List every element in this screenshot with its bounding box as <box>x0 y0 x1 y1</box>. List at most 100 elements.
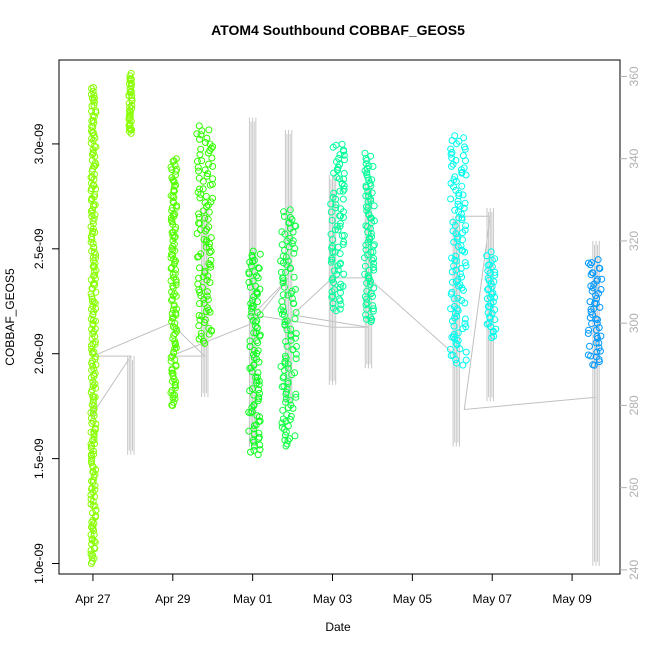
data-point <box>278 419 286 427</box>
data-point <box>462 222 470 230</box>
data-point <box>170 178 178 186</box>
data-point <box>256 332 264 340</box>
data-point <box>330 279 337 287</box>
data-point <box>483 295 491 303</box>
data-point <box>456 281 464 289</box>
data-point <box>125 115 133 123</box>
data-point <box>590 361 598 369</box>
data-point <box>286 396 294 404</box>
data-point <box>204 296 212 304</box>
temperature-line <box>92 215 597 414</box>
data-point <box>87 491 95 499</box>
data-point <box>461 259 469 267</box>
data-point <box>198 127 206 135</box>
data-point <box>336 297 344 305</box>
data-point <box>595 264 603 272</box>
data-point <box>593 348 601 356</box>
data-point <box>207 247 215 255</box>
data-point <box>340 270 348 278</box>
y-tick-label: 2.5e-09 <box>32 228 46 269</box>
y2-tick-label: 320 <box>627 231 641 251</box>
data-point <box>252 322 259 330</box>
data-point <box>195 210 203 218</box>
data-point <box>173 203 181 211</box>
data-point <box>339 195 347 203</box>
data-point <box>246 337 254 345</box>
data-point <box>171 395 179 403</box>
data-point <box>171 356 179 364</box>
data-point <box>461 145 469 153</box>
data-point <box>332 201 340 209</box>
data-point <box>337 301 345 309</box>
data-point <box>460 204 468 212</box>
data-point <box>457 166 465 174</box>
data-point <box>196 135 203 143</box>
data-point <box>250 391 258 399</box>
data-point <box>283 326 291 334</box>
series-cluster <box>584 256 606 369</box>
data-point <box>594 316 601 324</box>
data-point <box>447 150 455 158</box>
data-point <box>284 291 292 299</box>
data-point <box>254 264 262 272</box>
series-cluster <box>483 248 500 342</box>
data-point <box>90 433 98 440</box>
data-point <box>88 401 96 409</box>
data-point <box>90 244 98 252</box>
data-point <box>279 275 287 282</box>
series-cluster <box>446 132 470 369</box>
data-point <box>487 248 495 256</box>
data-point <box>592 339 600 347</box>
data-point <box>89 378 97 386</box>
data-point <box>334 243 342 251</box>
data-point <box>594 256 602 264</box>
data-point <box>90 308 97 316</box>
data-point <box>92 288 100 296</box>
data-point <box>370 202 378 210</box>
data-point <box>167 214 175 222</box>
y2-tick-label: 260 <box>627 477 641 497</box>
data-point <box>168 369 176 377</box>
data-point <box>194 163 202 171</box>
x-axis-label: Date <box>325 620 351 634</box>
data-point <box>87 223 95 231</box>
data-point <box>327 258 335 266</box>
data-point <box>277 268 285 276</box>
data-point <box>329 292 337 300</box>
y2-tick-label: 300 <box>627 313 641 333</box>
data-point <box>206 279 214 286</box>
data-point <box>330 267 338 275</box>
data-point <box>288 371 296 379</box>
data-point <box>283 342 291 350</box>
data-point <box>328 244 336 252</box>
data-point <box>253 377 261 385</box>
x-tick-label: May 07 <box>473 592 513 606</box>
data-point <box>486 314 494 322</box>
data-point <box>254 451 262 459</box>
data-point <box>282 442 290 450</box>
data-point <box>448 278 456 286</box>
data-point <box>281 318 289 326</box>
x-tick-label: May 01 <box>233 592 273 606</box>
data-point <box>88 477 95 485</box>
data-point <box>370 255 378 262</box>
data-point <box>196 300 203 308</box>
data-point <box>290 249 298 257</box>
data-point <box>462 157 469 165</box>
data-point <box>256 413 263 421</box>
data-point <box>195 322 203 330</box>
data-point <box>454 282 462 290</box>
data-point <box>361 149 369 157</box>
data-point <box>168 310 176 318</box>
data-point <box>363 169 371 177</box>
data-point <box>362 203 370 211</box>
data-point <box>329 236 337 244</box>
data-point <box>362 241 370 249</box>
data-point <box>452 266 460 274</box>
data-point <box>449 317 456 325</box>
data-point <box>202 243 210 251</box>
data-point <box>483 252 491 260</box>
data-point <box>458 182 466 190</box>
data-point <box>291 285 299 293</box>
data-point <box>171 345 179 353</box>
